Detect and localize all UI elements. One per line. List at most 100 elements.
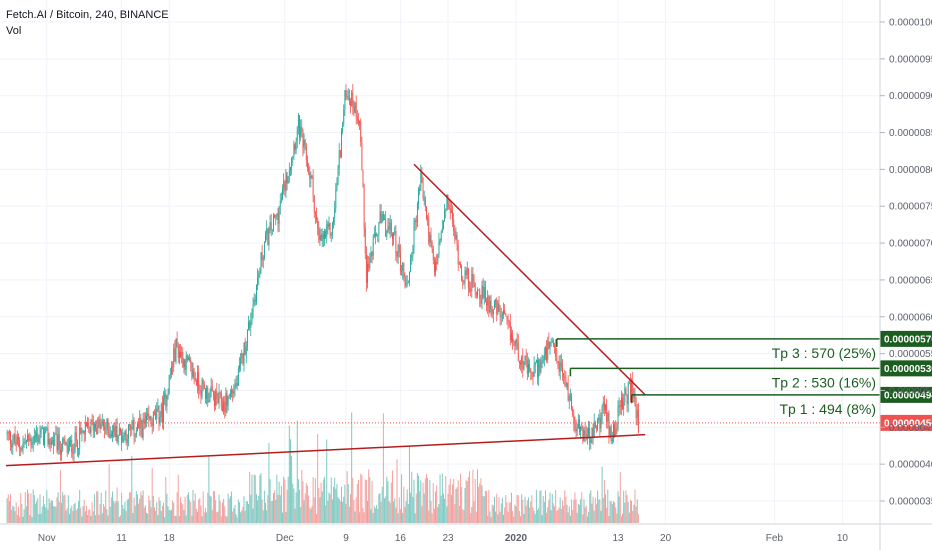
- candle-body: [528, 363, 529, 374]
- volume-bar: [462, 509, 464, 523]
- volume-bar: [344, 484, 346, 523]
- candle-body: [380, 211, 382, 223]
- resistance-trendline[interactable]: [413, 163, 646, 396]
- time-tick-label: Nov: [38, 533, 56, 544]
- candle-body: [87, 422, 89, 427]
- volume-bar: [44, 504, 46, 523]
- candle-body: [572, 409, 574, 416]
- volume-bar: [590, 490, 592, 523]
- candle-body: [189, 357, 191, 361]
- volume-bar: [208, 455, 210, 523]
- volume-bar: [131, 455, 133, 523]
- candle-body: [147, 413, 149, 416]
- volume-bar: [555, 490, 557, 523]
- volume-bar: [554, 506, 556, 523]
- volume-bar: [337, 497, 339, 523]
- volume-bar: [216, 512, 218, 523]
- volume-bar: [469, 471, 471, 523]
- volume-bar: [115, 501, 117, 523]
- volume-bar: [530, 501, 532, 523]
- candle-body: [555, 346, 557, 357]
- volume-bar: [569, 515, 571, 523]
- volume-bar: [448, 484, 450, 523]
- price-axis[interactable]: 0.00000350 0.00000400 0.00000450 0.00000500…: [880, 18, 932, 508]
- candle-body: [139, 418, 141, 429]
- candle-body: [105, 429, 107, 431]
- volume-bar: [627, 501, 629, 523]
- volume-bar: [101, 513, 103, 523]
- volume-bar: [402, 512, 404, 523]
- candle-body: [69, 441, 70, 446]
- time-tick-label: 23: [442, 533, 454, 544]
- volume-bar: [507, 511, 509, 523]
- support-trendline[interactable]: [5, 433, 646, 467]
- volume-bar: [277, 494, 279, 523]
- candle-body: [212, 391, 214, 396]
- candle-body: [81, 431, 83, 434]
- volume-bar: [618, 496, 620, 523]
- candle-body: [562, 366, 563, 374]
- volume-bar: [543, 502, 545, 523]
- candle-body: [13, 434, 15, 443]
- volume-bar: [87, 515, 89, 523]
- candle-body: [237, 368, 239, 386]
- time-axis[interactable]: Nov 11 18 Dec 9 16 23 2020 13 20 Feb 10: [38, 533, 848, 544]
- volume-bar: [606, 507, 608, 523]
- volume-bar: [151, 468, 153, 523]
- candle-body: [450, 210, 452, 214]
- price-tick-label: 0.00000500: [889, 386, 932, 397]
- volume-bar: [578, 504, 580, 523]
- volume-bar: [513, 516, 515, 523]
- candle-body: [95, 424, 96, 428]
- candle-body: [615, 428, 617, 436]
- volume-bar: [325, 505, 327, 523]
- volume-bar: [180, 497, 182, 523]
- price-tick-label: 0.00000350: [889, 497, 932, 508]
- candle-body: [46, 428, 48, 430]
- candle-body: [328, 222, 330, 227]
- candle-body: [86, 422, 87, 427]
- volume-bar: [397, 513, 399, 523]
- candle-body: [515, 339, 517, 347]
- volume-bar: [524, 496, 526, 523]
- candle-body: [330, 234, 332, 236]
- volume-bar: [25, 506, 27, 523]
- candle-body: [107, 419, 109, 430]
- symbol-title: Fetch.AI / Bitcoin, 240, BINANCE: [6, 9, 169, 21]
- candle-body: [600, 417, 602, 429]
- volume-bar: [24, 492, 26, 523]
- candle-body: [243, 342, 245, 364]
- candle-body: [426, 206, 427, 218]
- candle-body: [474, 283, 476, 293]
- volume-bar: [112, 491, 114, 523]
- candle-body: [173, 348, 175, 368]
- volume-bar: [36, 501, 38, 523]
- volume-bar: [134, 505, 136, 523]
- volume-bar: [293, 488, 295, 523]
- candle-body: [115, 426, 117, 437]
- volume-bar: [190, 502, 192, 523]
- candle-body: [386, 231, 388, 237]
- volume-bar: [296, 420, 298, 523]
- volume-bar: [440, 495, 442, 523]
- volume-bar: [225, 515, 227, 523]
- candle-body: [636, 409, 638, 419]
- candle-body: [70, 439, 72, 442]
- price-tick-label: 0.00000700: [889, 239, 932, 250]
- candle-body: [436, 261, 438, 264]
- candle-body: [567, 383, 569, 401]
- candle-body: [325, 231, 327, 238]
- candle-body: [286, 172, 288, 184]
- volume-bar: [61, 502, 63, 523]
- candle-body: [219, 392, 221, 394]
- volume-bar: [37, 498, 39, 523]
- candle-body: [339, 150, 341, 157]
- volume-bar: [593, 510, 595, 523]
- candle-body: [309, 171, 311, 179]
- candle-body: [313, 195, 315, 213]
- volume-bar: [92, 511, 94, 523]
- candle-body: [207, 387, 209, 403]
- candle-body: [412, 247, 414, 255]
- volume-bar: [125, 511, 127, 523]
